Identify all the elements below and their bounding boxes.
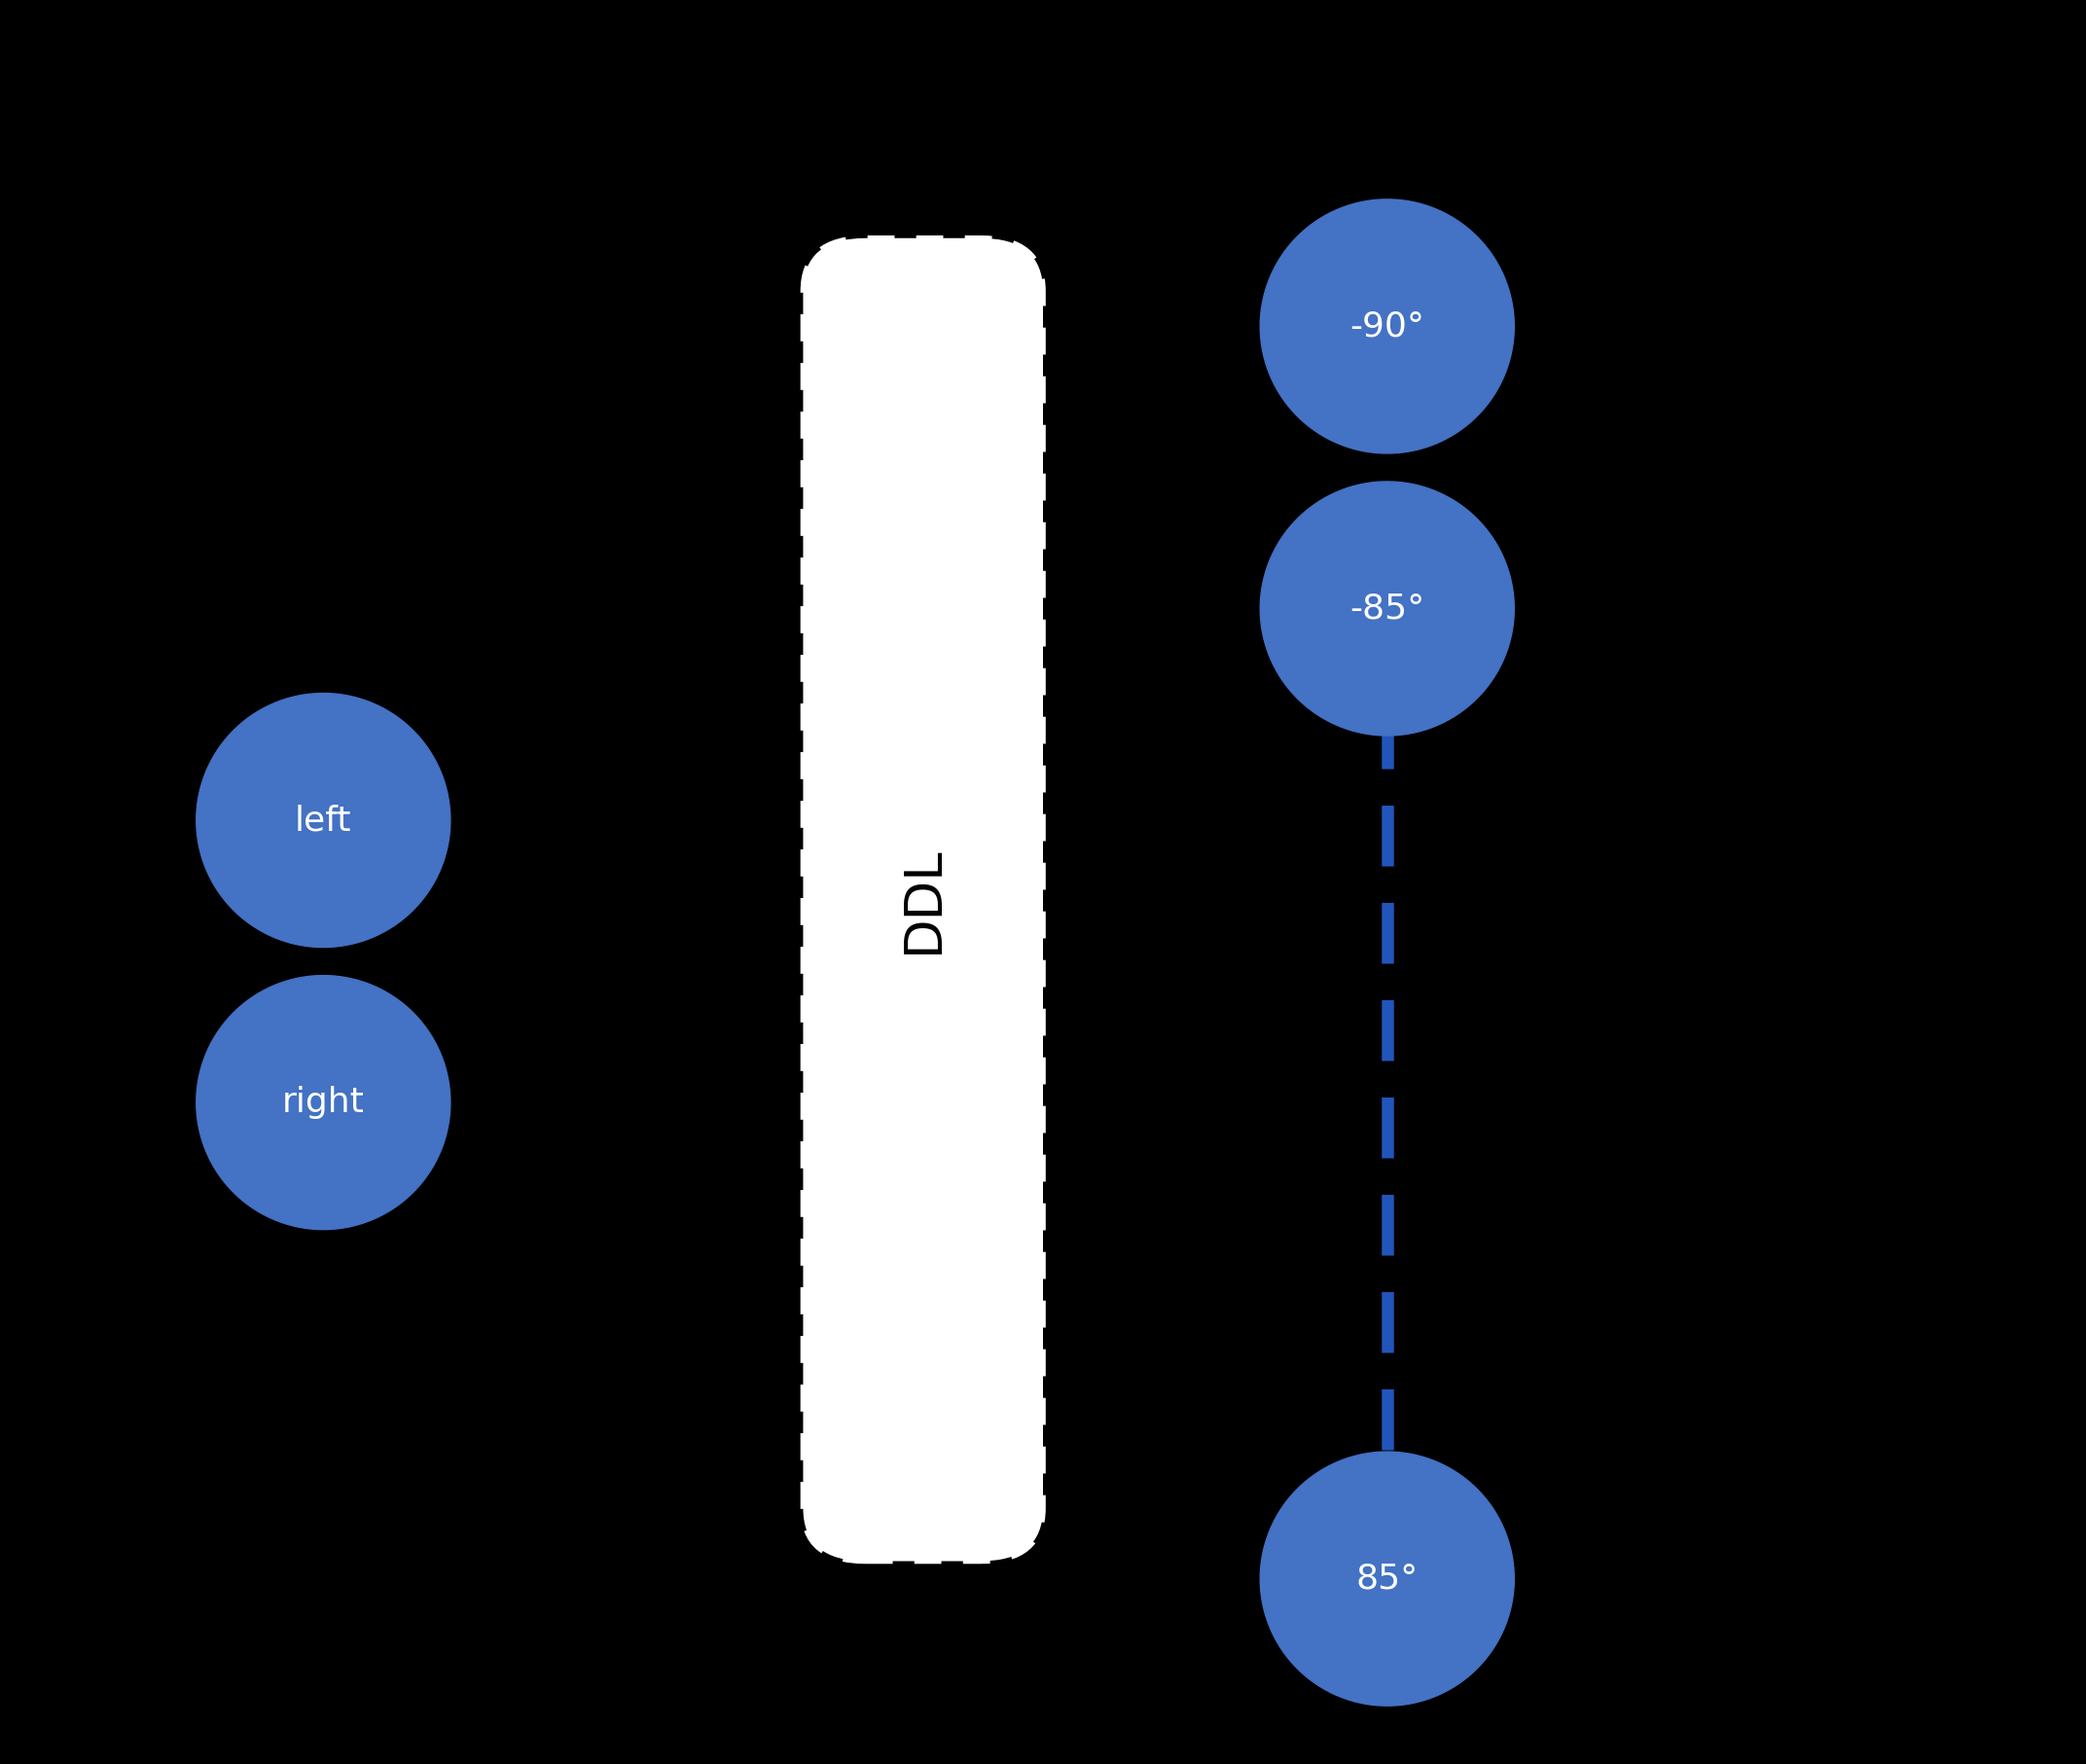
Text: right: right <box>282 1087 365 1118</box>
Polygon shape <box>1260 1452 1514 1706</box>
Polygon shape <box>196 975 451 1230</box>
Polygon shape <box>1260 482 1514 736</box>
Polygon shape <box>196 693 451 947</box>
Polygon shape <box>1260 199 1514 453</box>
FancyBboxPatch shape <box>803 238 1043 1561</box>
Text: DDL: DDL <box>897 845 949 954</box>
Text: -85°: -85° <box>1350 593 1425 624</box>
Text: 85°: 85° <box>1356 1563 1418 1595</box>
Text: left: left <box>294 804 353 836</box>
Text: -90°: -90° <box>1350 310 1425 342</box>
